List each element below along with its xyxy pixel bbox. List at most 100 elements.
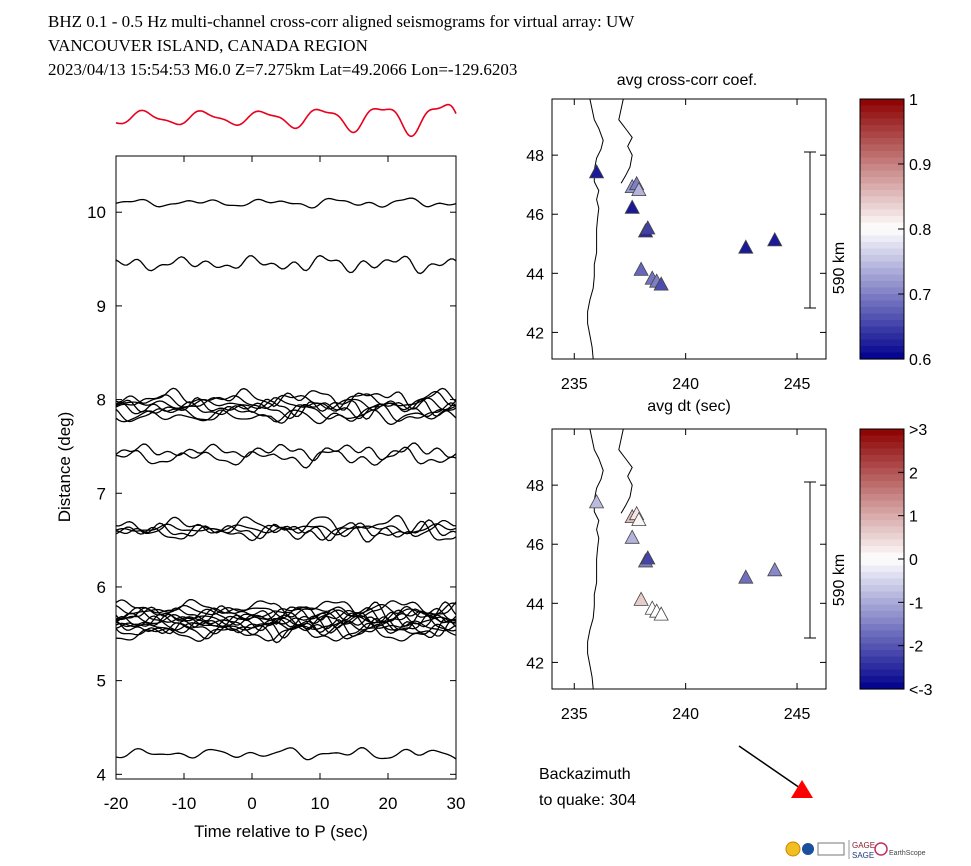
colorbar-segment xyxy=(860,326,904,334)
seismogram-trace xyxy=(115,446,457,469)
map-y-tick-label: 48 xyxy=(526,478,544,495)
x-tick-label: 10 xyxy=(311,794,330,813)
colorbar-segment xyxy=(860,630,904,638)
colorbar-segment xyxy=(860,676,904,684)
colorbar-tick-label: 1 xyxy=(909,92,918,109)
seismogram-x-ticks: -20 -10 0 10 20 30 xyxy=(104,156,465,813)
colorbar-segment xyxy=(860,487,904,495)
station-triangle xyxy=(653,276,669,291)
map-y-tick-label: 46 xyxy=(526,207,544,224)
cross-corr-map-frame xyxy=(551,98,827,360)
station-triangle xyxy=(588,164,605,179)
title-line-1: BHZ 0.1 - 0.5 Hz multi-channel cross-cor… xyxy=(48,12,635,31)
station-triangle xyxy=(588,494,605,509)
colorbar-segment xyxy=(860,578,904,586)
colorbar-segment xyxy=(860,617,904,625)
station-triangle xyxy=(767,231,783,247)
colorbar-segment xyxy=(860,138,904,146)
colorbar-segment xyxy=(860,669,904,677)
colorbar-segment xyxy=(860,307,904,315)
backazimuth-value: to quake: 304 xyxy=(539,792,636,809)
colorbar-segment xyxy=(860,585,904,593)
seismogram-trace xyxy=(115,197,457,209)
colorbar-segment xyxy=(860,222,904,230)
seismogram-trace xyxy=(115,617,457,644)
seismogram-trace xyxy=(115,609,457,627)
colorbar-segment xyxy=(860,164,904,172)
seismogram-y-ticks: 4 5 6 7 8 9 10 xyxy=(87,203,456,784)
y-tick-label: 10 xyxy=(87,203,106,222)
colorbar-tick-label: >3 xyxy=(909,422,927,439)
colorbar-segment xyxy=(860,559,904,567)
y-tick-label: 6 xyxy=(97,578,106,597)
colorbar-segment xyxy=(860,99,904,107)
colorbar-segment xyxy=(860,507,904,515)
seismogram-y-label: Distance (deg) xyxy=(55,412,74,523)
seismogram-x-label: Time relative to P (sec) xyxy=(194,822,368,841)
cross-corr-map: avg cross-corr coef. 590 km 235 240 245 42… xyxy=(526,72,848,415)
colorbar-segment xyxy=(860,481,904,489)
colorbar-tick-label: 1 xyxy=(909,509,918,526)
doe-logo-icon xyxy=(802,843,814,855)
colorbar-segment xyxy=(860,682,904,690)
seismogram-trace xyxy=(115,515,457,538)
y-tick-label: 4 xyxy=(97,765,106,784)
colorbar-segment xyxy=(860,300,904,308)
colorbar-segment xyxy=(860,539,904,547)
colorbar-segment xyxy=(860,190,904,198)
colorbar-tick-label: -1 xyxy=(909,595,923,612)
station-triangle xyxy=(738,569,754,584)
seismogram-trace xyxy=(115,400,457,420)
quake-marker-icon xyxy=(791,780,813,798)
x-tick-label: -10 xyxy=(172,794,197,813)
colorbar-segment xyxy=(860,526,904,534)
colorbar-segment xyxy=(860,513,904,521)
cross-corr-map-stations xyxy=(588,164,783,291)
dt-residual-map-scale-bar xyxy=(804,481,816,639)
colorbar-segment xyxy=(860,520,904,528)
title-line-3: 2023/04/13 15:54:53 M6.0 Z=7.275km Lat=4… xyxy=(48,60,517,79)
seismogram-trace xyxy=(115,622,457,642)
colorbar-segment xyxy=(860,170,904,178)
seismogram-trace xyxy=(115,747,457,761)
backazimuth-label: Backazimuth xyxy=(539,766,631,783)
colorbar-segment xyxy=(860,552,904,560)
colorbar-segment xyxy=(860,320,904,328)
dt-residual-colorbar: <-3 -2 -1 0 1 2 >3 xyxy=(859,422,933,699)
colorbar-segment xyxy=(860,125,904,133)
colorbar-segment xyxy=(860,611,904,619)
colorbar-segment xyxy=(860,474,904,482)
map-y-tick-label: 42 xyxy=(526,655,544,672)
colorbar-tick-label: <-3 xyxy=(909,682,933,699)
dt-residual-map-stations xyxy=(588,494,783,621)
sage-logo-text: SAGE xyxy=(852,851,874,860)
earthscope-logo-text: EarthScope xyxy=(889,850,926,857)
seismogram-panel: -20 -10 0 10 20 30 4 5 6 7 8 9 10 Time relative to … xyxy=(55,155,465,841)
map-x-tick-label: 245 xyxy=(784,706,811,723)
colorbar-segment xyxy=(860,546,904,554)
station-triangle xyxy=(767,561,783,577)
cross-corr-map-x-label: avg dt (sec) xyxy=(647,398,731,415)
colorbar-segment xyxy=(860,435,904,443)
colorbar-segment xyxy=(860,591,904,599)
cross-corr-map-scale-bar xyxy=(804,151,816,309)
y-tick-label: 5 xyxy=(97,672,106,691)
logos: GAGE SAGE EarthScope xyxy=(785,840,926,860)
dt-residual-map-x-ticks: 235 240 245 xyxy=(561,429,811,723)
colorbar-segment xyxy=(860,287,904,295)
seismogram-trace xyxy=(115,254,457,275)
colorbar-segment xyxy=(860,604,904,612)
map-x-tick-label: 235 xyxy=(561,376,588,393)
colorbar-segment xyxy=(860,144,904,152)
seismogram-trace xyxy=(115,520,457,543)
colorbar-segment xyxy=(860,333,904,341)
seismogram-trace xyxy=(115,409,457,426)
colorbar-segment xyxy=(860,274,904,282)
colorbar-segment xyxy=(860,448,904,456)
dt-residual-map: 590 km 235 240 245 42 44 46 48 xyxy=(526,428,848,723)
colorbar-segment xyxy=(860,268,904,276)
stack-trace xyxy=(115,103,457,138)
colorbar-segment xyxy=(860,461,904,469)
seismogram-trace xyxy=(115,523,457,536)
station-triangle xyxy=(631,511,647,526)
